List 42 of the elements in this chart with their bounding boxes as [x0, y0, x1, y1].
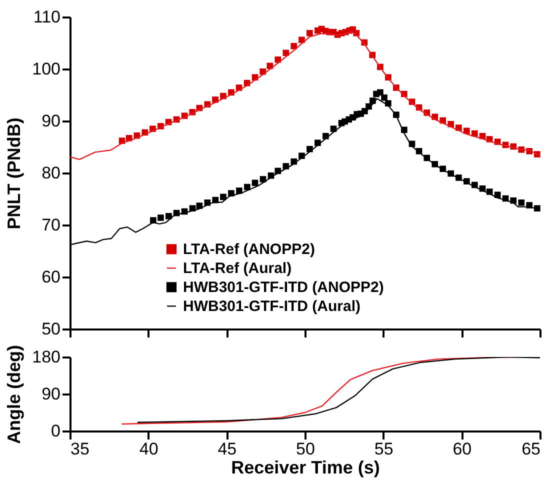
x-tick-label: 40: [139, 440, 158, 458]
point: [166, 213, 172, 220]
point: [282, 50, 290, 56]
point: [385, 100, 392, 106]
y-tick-label: 90: [42, 112, 60, 130]
point: [252, 180, 258, 186]
point: [377, 89, 384, 96]
legend-label: LTA-Ref (Aural): [183, 260, 292, 278]
point: [464, 128, 470, 134]
point: [150, 217, 156, 224]
x-tick-label: 45: [218, 440, 237, 458]
point: [236, 188, 242, 194]
y-tick-label: 0: [51, 422, 60, 440]
point: [298, 36, 305, 44]
point: [306, 30, 313, 36]
x-tick-label: 65: [522, 440, 540, 458]
point: [290, 42, 298, 50]
y-tick-label: 80: [42, 164, 60, 182]
y-tick-label: 180: [32, 348, 60, 366]
y-axis-title: Angle (deg): [4, 345, 24, 444]
y-tick-label: 60: [42, 268, 60, 286]
point: [381, 94, 388, 101]
legend-label: LTA-Ref (ANOPP2): [183, 241, 315, 258]
x-tick-label: 60: [452, 440, 472, 458]
y-tick-label: 100: [32, 60, 60, 78]
x-tick-label: 35: [70, 440, 90, 458]
y-tick-label: 50: [42, 320, 60, 338]
point: [244, 184, 250, 190]
point: [220, 194, 226, 200]
x-tick-label: 50: [296, 440, 315, 458]
y-tick-label: 110: [33, 8, 60, 26]
x-tick-label: 55: [374, 440, 394, 458]
legend-label: HWB301-GTF-ITD (ANOPP2): [183, 279, 384, 296]
point: [196, 202, 203, 209]
y-tick-label: 90: [42, 384, 60, 404]
x-axis-title: Receiver Time (s): [231, 458, 380, 478]
point: [158, 214, 164, 221]
y-tick-label: 70: [42, 216, 60, 234]
y-axis-title: PNLT (PNdB): [4, 118, 24, 230]
point: [518, 199, 525, 206]
point: [370, 98, 376, 104]
legend-label: HWB301-GTF-ITD (Aural): [183, 298, 360, 316]
